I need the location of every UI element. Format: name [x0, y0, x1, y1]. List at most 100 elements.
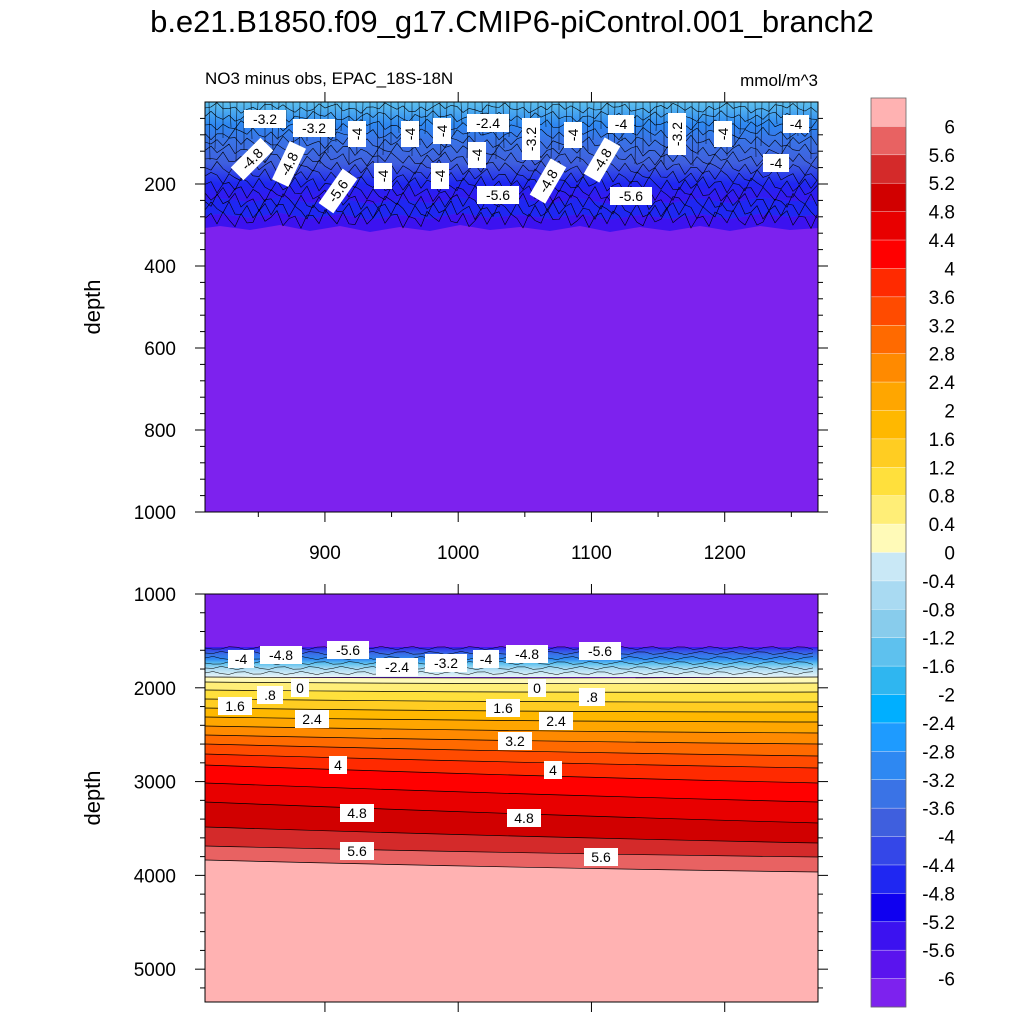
colorbar-swatch [871, 552, 906, 582]
top-contour-label: -4 [401, 121, 419, 147]
top-contour-label-text: -3.2 [302, 120, 326, 136]
bottom-contour-label-text: 1.6 [225, 698, 245, 714]
top-contour-label-box [467, 114, 509, 132]
bottom-contour-label-box [507, 809, 541, 827]
bottom-contour-label: .8 [579, 688, 605, 706]
bottom-contour-label: 2.4 [539, 712, 573, 730]
colorbar: 6 5.6 5.2 4.8 4.4 4 3.6 3.2 2.8 2.4 2 1.6 1.2 0.8 0.4 0… [870, 97, 956, 1008]
bottom-contour-line [204, 676, 819, 679]
bottom-y-tick-label: 2000 [134, 679, 176, 700]
bottom-contour-label: -3.2 [425, 654, 467, 672]
bottom-contour-label-text: -3.2 [434, 655, 458, 671]
top-contour-label-text: -5.6 [486, 187, 510, 203]
bottom-contour-label-text: 1.6 [493, 700, 513, 716]
top-y-tick-label: 600 [144, 339, 176, 360]
bottom-contour-labels: -4 -4.8 -5.6 -2.4 -3.2 -4 -4.8 -5.6 0 .8 1.6 0 .8 1.6… [218, 641, 621, 866]
bottom-contour-label-text: 2.4 [302, 711, 322, 727]
bottom-contour-label-text: 4.8 [514, 810, 534, 826]
bottom-contour-label-text: 4.8 [347, 805, 367, 821]
bottom-contour-label-text: -4.8 [269, 647, 293, 663]
bottom-contour-label-text: -4 [235, 651, 248, 667]
colorbar-swatch [871, 524, 906, 553]
top-contour-label: -3.2 [244, 110, 286, 128]
colorbar-label: -3.6 [922, 799, 955, 820]
top-contour-line [204, 134, 818, 150]
colorbar-label: 1.6 [929, 430, 955, 451]
colorbar-label: -2 [938, 686, 955, 707]
top-contour-label-box [610, 187, 652, 205]
top-contour-label-text: -5.6 [619, 188, 643, 204]
bottom-contour-label-box [329, 756, 347, 774]
top-contour-spike [235, 101, 238, 162]
top-contour-label: -4 [763, 154, 789, 172]
top-contour-spike [775, 101, 778, 125]
colorbar-label: -4.8 [922, 884, 955, 905]
top-panel: -3.2-3.2 -4 -4 -4 -2.4-4-3.2-4-4 -3.2 -4-4-4.8… [80, 69, 828, 564]
bottom-contour-label: 4.8 [507, 809, 541, 827]
bottom-contour-label-text: 4 [549, 762, 557, 778]
top-contour-spike [214, 101, 217, 150]
bottom-color-band [205, 682, 818, 693]
colorbar-label: 2 [944, 402, 955, 423]
bottom-contour-line [204, 859, 819, 873]
bottom-contour-label: 4 [329, 756, 347, 774]
colorbar-label: -0.4 [922, 572, 955, 593]
bottom-contour-label-box [295, 710, 329, 728]
top-contour-line [204, 151, 818, 167]
colorbar-label: 3.2 [929, 316, 955, 337]
top-contour-label-box [401, 121, 419, 147]
top-contour-label-text: -4 [432, 170, 448, 183]
top-contour-label-text: -2.4 [476, 115, 500, 131]
bottom-contour-label-box [579, 688, 605, 706]
bottom-contour-label-box [257, 686, 283, 704]
bottom-contour-label: 5.6 [340, 842, 374, 860]
bottom-contour-label-box [486, 699, 520, 717]
colorbar-label: 0.8 [929, 487, 955, 508]
colorbar-swatch [871, 836, 906, 866]
colorbar-label: 4.8 [929, 203, 955, 224]
bottom-color-bands [205, 677, 818, 1002]
colorbar-swatch [871, 864, 906, 894]
top-contour-label: -4 [431, 163, 449, 189]
top-contour-line [204, 208, 818, 230]
colorbar-swatch [871, 154, 906, 184]
colorbar-label: -3.2 [922, 771, 955, 792]
bottom-contour-label-text: 0 [296, 680, 304, 696]
bottom-axis-tick-labels: 1000 2000 3000 4000 5000 [134, 585, 176, 981]
colorbar-swatch [871, 950, 906, 979]
bottom-y-tick-label: 4000 [134, 866, 176, 887]
bottom-contour-label-box [291, 679, 309, 697]
colorbar-label: 4.4 [929, 231, 956, 252]
top-contour-spike [649, 101, 652, 143]
top-contour-label-text: -3.2 [669, 122, 685, 146]
top-y-tick-label: 1000 [134, 503, 176, 524]
top-contour-label-box [668, 113, 686, 155]
bottom-color-band [205, 677, 818, 684]
colorbar-swatch [871, 893, 906, 923]
bottom-color-band [205, 717, 818, 733]
top-contour-label-text: -4 [790, 116, 803, 132]
colorbar-label: 4 [944, 259, 955, 280]
top-x-tick-label: 1200 [704, 543, 746, 564]
top-subtitle-right: mmol/m^3 [740, 71, 818, 90]
top-contour-label-box [431, 163, 449, 189]
colorbar-swatch [871, 382, 906, 411]
bottom-contour-label-box [425, 654, 467, 672]
top-contour-label-text: -4 [375, 170, 391, 183]
bottom-contour-label-text: .8 [586, 689, 598, 705]
top-contour-spike [718, 101, 721, 123]
colorbar-swatch [871, 609, 906, 639]
colorbar-swatch [871, 666, 906, 695]
bottom-contour-label: 4 [544, 761, 562, 779]
top-contour-label: -3.2 [522, 118, 540, 160]
bottom-contour-label-box [539, 712, 573, 730]
bottom-contour-label-box [473, 650, 499, 668]
top-contour-spike [760, 101, 763, 147]
top-contour-spike [754, 101, 757, 158]
colorbar-swatch [871, 580, 906, 610]
top-contour-spike [424, 101, 427, 135]
top-contour-label-box [293, 119, 335, 137]
top-contour-spike [550, 101, 553, 162]
bottom-contour-label-box [376, 658, 418, 676]
